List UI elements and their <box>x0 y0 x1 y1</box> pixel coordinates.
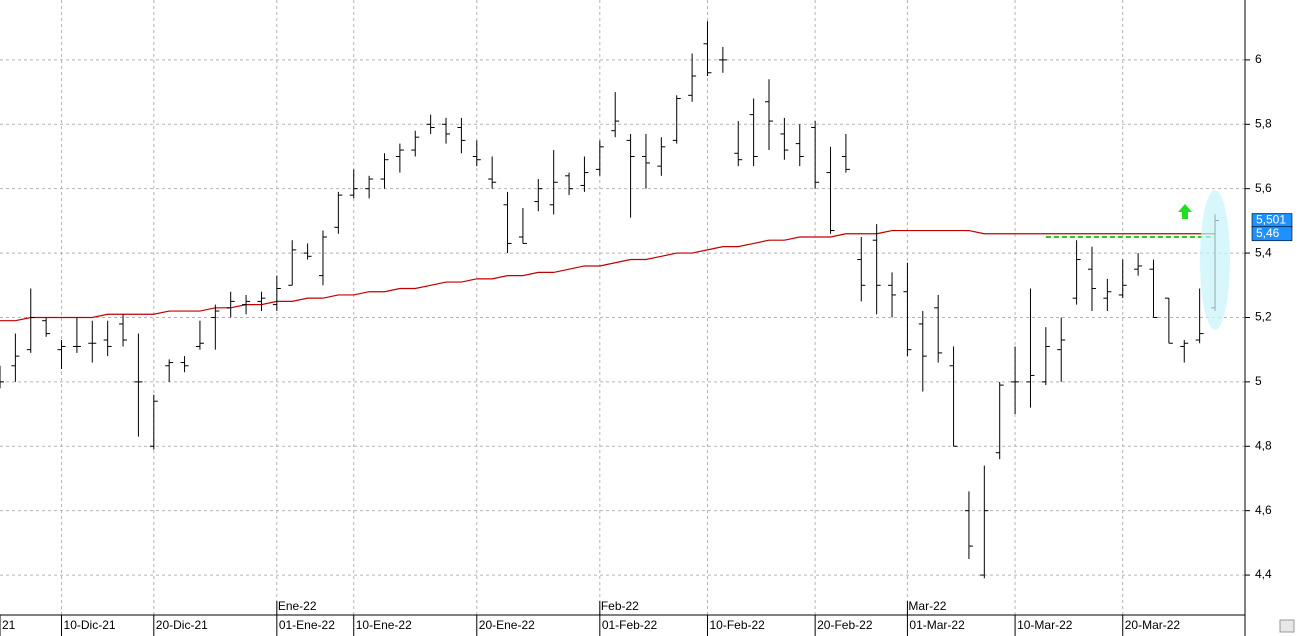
price-label: 5,501 <box>1256 213 1286 227</box>
x-tick-label: 21 <box>2 618 16 632</box>
price-box <box>1251 226 1293 242</box>
x-tick-label: 20-Dic-21 <box>156 618 208 632</box>
x-tick-label: 01-Ene-22 <box>279 618 335 632</box>
month-label: Mar-22 <box>908 599 946 613</box>
x-tick-label: 10-Feb-22 <box>709 618 765 632</box>
month-label: Ene-22 <box>278 599 317 613</box>
x-tick-label: 10-Ene-22 <box>356 618 412 632</box>
x-tick-label: 20-Ene-22 <box>479 618 535 632</box>
moving-average-line <box>0 229 1216 322</box>
highlight-ellipse <box>1200 190 1230 330</box>
corner-icon <box>1279 619 1295 633</box>
y-tick-label: 4,8 <box>1255 438 1272 452</box>
y-tick-label: 5 <box>1255 374 1262 388</box>
x-tick-label: 01-Feb-22 <box>602 618 658 632</box>
price-label: 5,46 <box>1256 226 1280 240</box>
month-label: Feb-22 <box>601 599 639 613</box>
x-tick-label: 20-Feb-22 <box>817 618 873 632</box>
y-tick-label: 5,4 <box>1255 245 1272 259</box>
up-arrow <box>1178 204 1192 219</box>
y-tick-label: 5,8 <box>1255 116 1272 130</box>
y-tick-label: 4,6 <box>1255 503 1272 517</box>
x-tick-label: 20-Mar-22 <box>1125 618 1181 632</box>
y-tick-label: 5,2 <box>1255 310 1272 324</box>
x-tick-label: 10-Mar-22 <box>1017 618 1073 632</box>
y-tick-label: 4,4 <box>1255 567 1272 581</box>
x-tick-label: 10-Dic-21 <box>64 618 116 632</box>
x-tick-label: 01-Mar-22 <box>909 618 965 632</box>
y-tick-label: 6 <box>1255 52 1262 66</box>
y-tick-label: 5,6 <box>1255 181 1272 195</box>
